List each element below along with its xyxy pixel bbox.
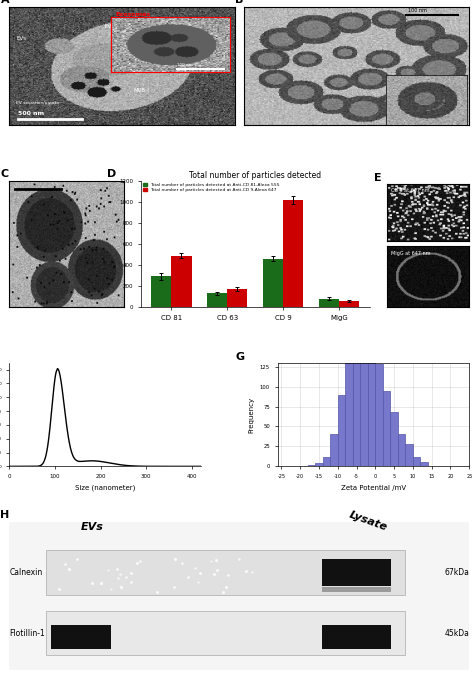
Text: Lysate: Lysate [347, 509, 389, 532]
Legend: Total number of particles detected at Anti-CD 81-Alexa 555, Total number of part: Total number of particles detected at An… [143, 183, 280, 192]
Text: H: H [0, 510, 9, 520]
Text: 67kDa: 67kDa [445, 568, 469, 577]
Bar [420, 462, 428, 466]
Text: C: C [0, 169, 9, 179]
Bar [207, 293, 228, 307]
Text: EV secretion/uptake: EV secretion/uptake [16, 101, 60, 105]
Text: EVs: EVs [81, 523, 104, 532]
Bar [323, 457, 330, 466]
Bar [322, 559, 391, 586]
Bar [46, 611, 405, 655]
Text: E: E [374, 173, 382, 183]
Y-axis label: Frequency: Frequency [248, 397, 255, 433]
Bar [383, 391, 391, 466]
X-axis label: Size (nanometer): Size (nanometer) [75, 485, 136, 491]
Text: MVB: MVB [134, 88, 146, 93]
X-axis label: Zeta Potential /mV: Zeta Potential /mV [341, 485, 406, 491]
Bar [322, 626, 391, 649]
Bar [338, 395, 345, 466]
Text: EVs: EVs [16, 36, 26, 41]
Bar [353, 320, 360, 466]
Bar [308, 464, 315, 466]
Bar [398, 434, 405, 466]
Text: A: A [0, 0, 9, 5]
Text: Flotillin-1: Flotillin-1 [9, 629, 45, 638]
Text: MIgG at 647 nm: MIgG at 647 nm [391, 251, 430, 257]
Bar [360, 320, 368, 466]
Text: EVs: EVs [104, 24, 114, 29]
Text: 45kDa: 45kDa [445, 629, 469, 638]
Bar [46, 550, 405, 594]
Bar [51, 626, 110, 649]
Bar [345, 363, 353, 466]
Bar [391, 412, 398, 466]
Bar [375, 364, 383, 466]
Bar [283, 200, 303, 307]
Bar [368, 325, 375, 466]
Text: Exosomes: Exosomes [115, 12, 151, 17]
Text: D: D [107, 169, 116, 179]
Bar [405, 444, 413, 466]
Bar [151, 276, 172, 307]
Text: CD 9 at 647 nm: CD 9 at 647 nm [391, 188, 429, 193]
Bar [263, 259, 283, 307]
Bar [322, 588, 391, 592]
Text: 100 nm: 100 nm [409, 7, 427, 12]
Text: B: B [235, 0, 243, 5]
Text: Calnexin: Calnexin [9, 568, 43, 577]
Bar [339, 301, 359, 307]
Text: G: G [236, 351, 245, 362]
Title: Total number of particles detected: Total number of particles detected [189, 171, 321, 180]
Bar [413, 457, 420, 466]
Bar [330, 435, 338, 466]
Bar [315, 463, 323, 466]
Bar [172, 255, 191, 307]
Text: 500 nm: 500 nm [18, 110, 45, 116]
Bar [228, 289, 247, 307]
Bar [319, 299, 339, 307]
